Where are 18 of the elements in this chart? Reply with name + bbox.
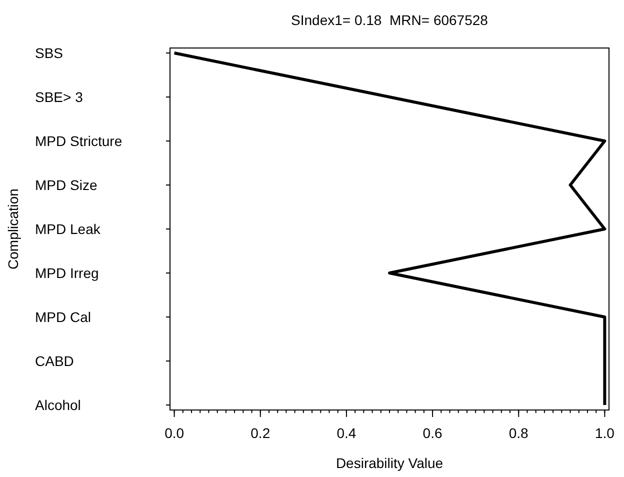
chart-title: SIndex1= 0.18 MRN= 6067528	[291, 12, 488, 28]
y-tick-label: Alcohol	[35, 397, 81, 413]
x-tick-label: 0.4	[336, 425, 356, 441]
y-tick-label: MPD Size	[35, 177, 98, 193]
y-tick-label: MPD Stricture	[35, 133, 122, 149]
y-tick-label: MPD Leak	[35, 221, 102, 237]
x-tick-label: 0.0	[164, 425, 184, 441]
x-tick-label: 0.8	[508, 425, 529, 441]
y-tick-label: MPD Cal	[35, 309, 92, 325]
x-tick-label: 1.0	[594, 425, 615, 441]
y-axis-title: Complication	[5, 188, 21, 270]
x-tick-label: 0.2	[250, 425, 270, 441]
y-tick-label: SBE> 3	[35, 89, 84, 105]
y-tick-label: CABD	[35, 353, 74, 369]
y-tick-label: MPD Irreg	[35, 265, 99, 281]
x-tick-label: 0.6	[422, 425, 442, 441]
y-tick-label: SBS	[35, 45, 64, 61]
x-axis-title: Desirability Value	[336, 455, 444, 471]
